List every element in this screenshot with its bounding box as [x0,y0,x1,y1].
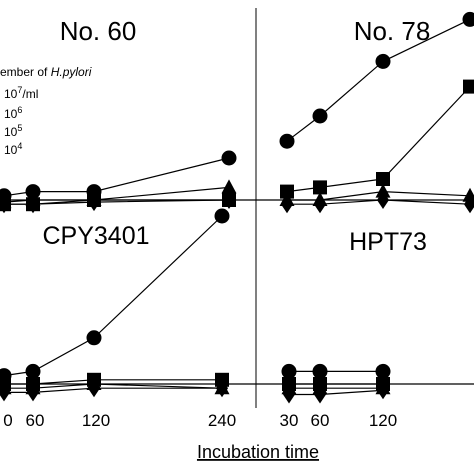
series-line-triangle [4,383,223,389]
x-tick-label: 30 [280,411,299,430]
data-point-diamond [377,191,389,209]
data-point-diamond [281,195,293,214]
series-line-circle [3,215,223,377]
series-line-diamond [4,387,222,393]
data-point-circle [462,11,474,27]
data-point-diamond [88,193,100,212]
series-line-diamond [4,199,230,205]
data-point-triangle [221,179,237,194]
panel-title-cpy3401: CPY3401 [42,222,149,250]
data-point-circle [86,330,102,346]
data-point-circle [281,363,297,379]
series-line-square [4,379,222,385]
legend-level-1e4: 104 [4,141,22,157]
legend: ember of H.pylori 107/ml 106 105 104 [0,65,92,157]
data-point-diamond [27,195,39,214]
panel-title-no78: No. 78 [354,16,431,46]
data-point-diamond [223,191,235,209]
data-point-diamond [314,195,326,214]
series-line-diamond [289,389,384,396]
x-tick-label: 0 [3,411,12,430]
x-tick-label: 120 [369,411,397,430]
series-line-circle [286,18,471,142]
data-point-circle [25,184,41,200]
data-point-diamond [88,379,100,398]
data-point-square [280,184,294,199]
legend-level-1e5: 105 [4,123,22,139]
data-point-diamond [27,383,39,402]
panel-title-no60: No. 60 [60,16,137,46]
legend-level-1e6: 106 [4,105,22,121]
panel-no60 [0,150,237,214]
panel-no78 [279,11,474,214]
data-point-diamond [377,381,389,400]
data-point-square [313,180,327,195]
data-point-triangle [375,183,391,198]
x-axis-title: Incubation time [197,442,319,462]
series-line-diamond [287,199,471,205]
legend-title: ember of H.pylori [0,65,92,79]
data-point-circle [214,208,230,224]
series-line-triangle [3,186,230,203]
panel-cpy3401 [0,208,230,402]
legend-level-1e7: 107/ml [4,85,38,101]
data-point-diamond [464,195,474,214]
x-tick-label: 60 [26,411,45,430]
data-point-diamond [0,383,10,402]
x-tick-label: 60 [311,411,330,430]
data-point-circle [375,363,391,379]
data-point-circle [25,363,41,379]
series-line-square [286,86,471,193]
data-point-square [376,172,390,186]
panel-hpt73 [281,363,391,404]
data-point-circle [221,150,237,166]
data-point-diamond [283,385,295,404]
data-point-diamond [216,379,228,398]
x-tick-label: 120 [82,411,110,430]
data-point-square [463,79,474,94]
series-line-triangle [287,190,471,201]
data-marks [0,11,474,404]
data-point-circle [312,108,328,124]
data-point-diamond [314,385,326,404]
data-point-diamond [0,195,10,214]
series-line-circle [3,157,230,197]
data-point-circle [375,53,391,69]
data-point-circle [312,363,328,379]
data-point-circle [279,133,295,149]
panel-title-hpt73: HPT73 [349,228,427,256]
x-tick-label: 240 [208,411,236,430]
